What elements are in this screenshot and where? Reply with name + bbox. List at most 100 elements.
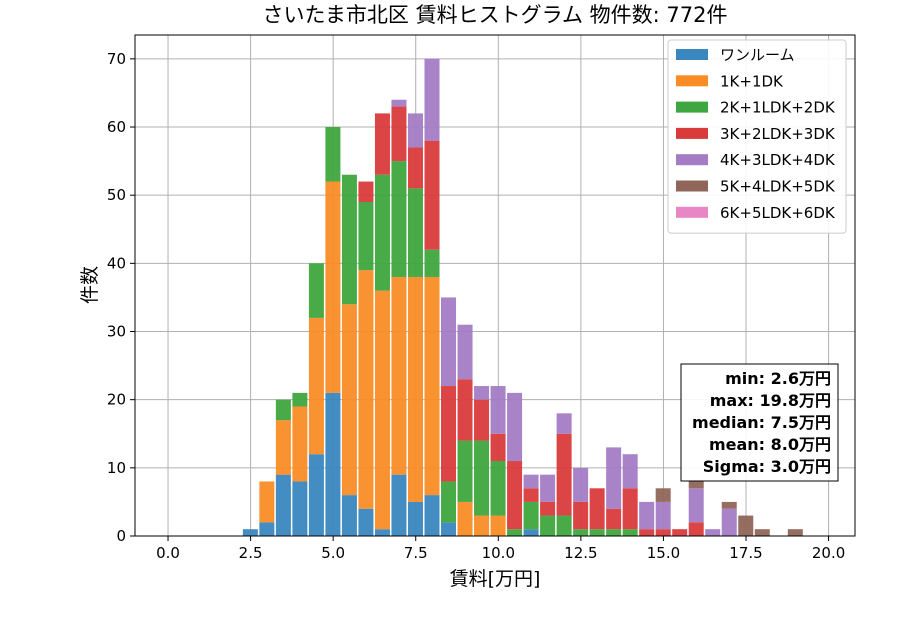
histogram-bar-segment [341,304,357,496]
histogram-bar-segment [325,181,341,393]
legend-label: 3K+2LDK+3DK [720,125,836,143]
histogram-bar-segment [391,99,407,107]
histogram-bar-segment [374,529,390,536]
plot-frame [134,34,856,537]
histogram-bar-segment [358,181,374,202]
histogram-bar-segment [341,174,357,305]
legend-frame [667,39,847,234]
histogram-bar-segment [292,392,308,407]
histogram-bar-segment [259,522,275,536]
legend-label: 1K+1DK [720,72,784,90]
histogram-bar-segment [523,529,539,536]
histogram-bar-segment [507,392,523,462]
y-tick-label: 50 [107,186,126,204]
histogram-bar-segment [622,454,638,489]
y-tick-label: 30 [107,323,126,341]
histogram-bar-segment [407,188,423,277]
histogram-bar-segment [407,276,423,502]
legend-label: ワンルーム [720,46,795,64]
histogram-bar-segment [606,508,622,530]
histogram-bar-segment [275,474,291,536]
histogram-bar-segment [721,501,737,509]
histogram-bar-segment [622,529,638,536]
stats-line: Sigma: 3.0万円 [703,457,831,476]
stats-line: median: 7.5万円 [692,413,831,432]
histogram-bar-segment [292,406,308,482]
x-tick-label: 15.0 [647,544,680,562]
bars-layer [242,58,803,536]
histogram-bar-segment [374,290,390,530]
histogram-bar-segment [325,392,341,536]
histogram-bar-segment [589,488,605,530]
histogram-bar-segment [573,529,589,536]
histogram-bar-segment [457,501,473,536]
histogram-bar-segment [391,474,407,536]
histogram-bar-segment [358,202,374,271]
legend-label: 5K+4LDK+5DK [720,178,836,196]
x-tick-label: 10.0 [482,544,515,562]
histogram-bar-segment [589,529,605,536]
histogram-bar-segment [407,113,423,148]
histogram-bar-segment [606,529,622,536]
histogram-bar-segment [523,474,539,489]
histogram-bar-segment [738,515,754,536]
stats-line: max: 19.8万円 [710,391,831,410]
histogram-bar-segment [242,529,258,536]
y-tick-label: 20 [107,391,126,409]
histogram-bar-segment [556,413,572,434]
y-tick-label: 40 [107,254,126,272]
x-tick-label: 20.0 [812,544,845,562]
y-axis-label: 件数 [79,266,101,304]
histogram-bar-segment [275,399,291,421]
legend-swatch [676,49,708,60]
grid-layer [135,35,855,537]
histogram-bar-segment [474,386,490,400]
histogram-bar-segment [341,495,357,536]
x-tick-label: 5.0 [321,544,345,562]
histogram-bar-segment [490,433,506,462]
histogram-bar-segment [308,454,324,536]
x-tick-label: 17.5 [729,544,762,562]
y-tick-label: 10 [107,459,126,477]
histogram-bar-segment [754,529,770,536]
legend-swatch [676,180,708,192]
histogram-bar-segment [507,461,523,530]
histogram-bar-segment [639,501,655,530]
histogram-bar-segment [490,386,506,434]
histogram-bar-segment [424,140,440,250]
histogram-bar-segment [655,488,671,502]
histogram-bar-segment [705,529,721,536]
histogram-bar-segment [655,529,671,536]
histogram-bar-segment [308,317,324,455]
histogram-bar-segment [441,481,457,523]
x-axis-label: 賃料[万円] [450,568,541,590]
histogram-bar-segment [259,481,275,523]
legend-swatch [676,154,708,166]
histogram-bar-segment [407,501,423,536]
histogram-bar-segment [424,249,440,277]
histogram-bar-segment [474,440,490,516]
histogram-bar-segment [688,488,704,523]
histogram-bar-segment [374,174,390,291]
histogram-bar-segment [573,467,589,502]
legend: ワンルーム 1K+1DK 2K+1LDK+2DK 3K+2LDK+3DK 4K+3LDK… [667,39,847,234]
y-axis-ticks: 0 10 20 30 40 50 60 70 [107,50,135,545]
legend-label: 2K+1LDK+2DK [720,99,836,117]
histogram-bar-segment [474,515,490,536]
legend-swatch [676,101,708,113]
histogram-bar-segment [358,270,374,509]
histogram-bar-segment [275,420,291,475]
histogram-bar-segment [391,276,407,475]
stats-frame [680,363,839,482]
histogram-bar-segment [523,488,539,502]
stats-line: mean: 8.0万円 [709,435,831,454]
legend-label: 6K+5LDK+6DK [720,204,836,222]
histogram-bar-segment [540,515,556,536]
histogram-bar-segment [407,147,423,189]
chart-title: さいたま市北区 賃料ヒストグラム 物件数: 772件 [263,3,728,27]
histogram-bar-segment [606,447,622,509]
legend-swatch [676,127,708,139]
y-tick-label: 60 [107,118,126,136]
legend-swatch [676,75,708,87]
